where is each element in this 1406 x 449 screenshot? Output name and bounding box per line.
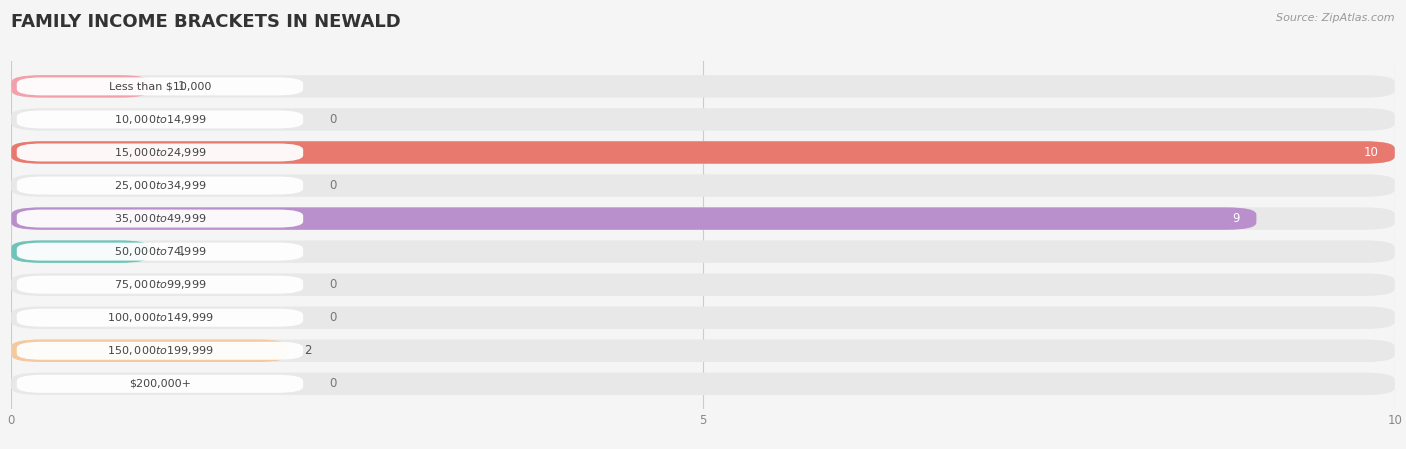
FancyBboxPatch shape <box>11 273 1395 296</box>
Text: $200,000+: $200,000+ <box>129 379 191 389</box>
Text: $25,000 to $34,999: $25,000 to $34,999 <box>114 179 207 192</box>
FancyBboxPatch shape <box>11 75 149 97</box>
FancyBboxPatch shape <box>17 276 304 294</box>
FancyBboxPatch shape <box>17 110 304 128</box>
FancyBboxPatch shape <box>11 307 1395 329</box>
Text: 2: 2 <box>305 344 312 357</box>
FancyBboxPatch shape <box>17 242 304 260</box>
Text: $15,000 to $24,999: $15,000 to $24,999 <box>114 146 207 159</box>
Text: Less than $10,000: Less than $10,000 <box>108 81 211 92</box>
FancyBboxPatch shape <box>11 339 1395 362</box>
FancyBboxPatch shape <box>11 207 1395 230</box>
FancyBboxPatch shape <box>11 141 1395 164</box>
Text: 1: 1 <box>177 245 184 258</box>
FancyBboxPatch shape <box>11 174 1395 197</box>
Text: $75,000 to $99,999: $75,000 to $99,999 <box>114 278 207 291</box>
Text: 0: 0 <box>329 113 337 126</box>
Text: 9: 9 <box>1232 212 1240 225</box>
Text: 0: 0 <box>329 311 337 324</box>
FancyBboxPatch shape <box>17 77 304 95</box>
Text: 0: 0 <box>329 278 337 291</box>
FancyBboxPatch shape <box>17 210 304 228</box>
FancyBboxPatch shape <box>11 108 1395 131</box>
Text: $100,000 to $149,999: $100,000 to $149,999 <box>107 311 214 324</box>
FancyBboxPatch shape <box>17 144 304 162</box>
FancyBboxPatch shape <box>11 339 288 362</box>
Text: 0: 0 <box>329 377 337 390</box>
FancyBboxPatch shape <box>11 240 149 263</box>
FancyBboxPatch shape <box>11 240 1395 263</box>
FancyBboxPatch shape <box>11 207 1257 230</box>
Text: 0: 0 <box>329 179 337 192</box>
Text: 10: 10 <box>1364 146 1378 159</box>
FancyBboxPatch shape <box>17 309 304 327</box>
Text: $150,000 to $199,999: $150,000 to $199,999 <box>107 344 214 357</box>
Text: $10,000 to $14,999: $10,000 to $14,999 <box>114 113 207 126</box>
FancyBboxPatch shape <box>17 342 304 360</box>
FancyBboxPatch shape <box>17 375 304 393</box>
FancyBboxPatch shape <box>17 176 304 194</box>
Text: FAMILY INCOME BRACKETS IN NEWALD: FAMILY INCOME BRACKETS IN NEWALD <box>11 13 401 31</box>
Text: 1: 1 <box>177 80 184 93</box>
Text: Source: ZipAtlas.com: Source: ZipAtlas.com <box>1277 13 1395 23</box>
Text: $35,000 to $49,999: $35,000 to $49,999 <box>114 212 207 225</box>
Text: $50,000 to $74,999: $50,000 to $74,999 <box>114 245 207 258</box>
FancyBboxPatch shape <box>11 373 1395 395</box>
FancyBboxPatch shape <box>11 141 1395 164</box>
FancyBboxPatch shape <box>11 75 1395 97</box>
